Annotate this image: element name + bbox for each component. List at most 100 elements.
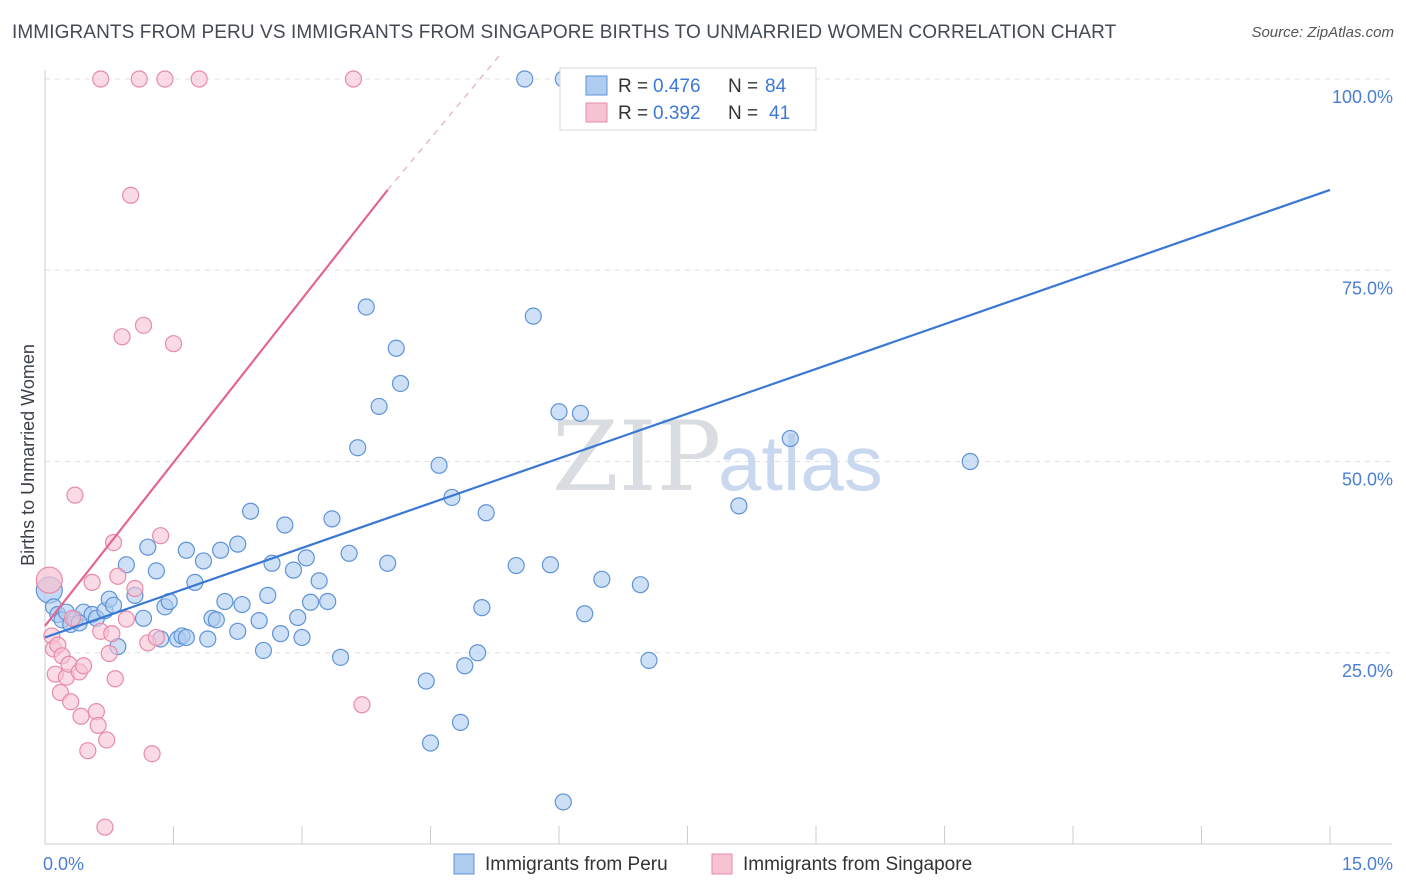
singapore-point-0: [35, 566, 63, 594]
singapore-point-31: [130, 70, 148, 88]
peru-point-80: [229, 622, 247, 640]
legend-singapore-n-value: 41: [769, 103, 790, 124]
peru-point-37: [259, 586, 277, 604]
peru-point-30: [212, 541, 230, 559]
singapore-point-39: [190, 70, 208, 88]
peru-point-78: [421, 734, 440, 752]
series-singapore-points: [35, 70, 371, 836]
singapore-point-14: [74, 657, 93, 675]
peru-point-81: [177, 628, 195, 647]
peru-point-36: [254, 641, 273, 660]
peru-point-79: [554, 793, 572, 811]
singapore-point-13: [72, 707, 90, 725]
singapore-point-23: [103, 625, 121, 643]
peru-point-48: [331, 648, 350, 666]
peru-point-35: [250, 612, 268, 630]
peru-point-54: [387, 339, 405, 357]
peru-point-52: [370, 397, 388, 416]
bottom-legend-swatch-singapore: [711, 853, 733, 875]
legend-peru-r-value: 0.476: [653, 76, 701, 97]
singapore-point-28: [117, 610, 135, 628]
peru-point-61: [469, 644, 487, 662]
legend-swatch-singapore: [585, 102, 608, 123]
peru-point-62: [473, 599, 491, 617]
legend-singapore-r-value: 0.392: [653, 103, 701, 124]
peru-point-57: [430, 456, 448, 474]
peru-point-70: [571, 404, 590, 422]
legend-peru-n-label: N =: [728, 76, 758, 97]
peru-point-16: [134, 609, 153, 627]
peru-point-39: [271, 625, 290, 643]
peru-point-29: [207, 611, 225, 629]
trend-line-singapore: [44, 189, 389, 627]
y-axis-label: Births to Unmarried Women: [18, 344, 38, 566]
chart-source: Source: ZipAtlas.com: [1251, 24, 1394, 41]
peru-point-73: [631, 576, 649, 594]
peru-point-82: [293, 628, 311, 647]
singapore-point-42: [92, 70, 110, 88]
peru-point-42: [289, 608, 307, 627]
peru-point-50: [349, 439, 367, 457]
peru-point-49: [340, 544, 358, 562]
peru-point-75: [730, 497, 748, 515]
peru-point-59: [451, 713, 470, 731]
singapore-point-34: [143, 745, 161, 763]
peru-point-71: [576, 605, 594, 623]
singapore-point-18: [89, 716, 107, 735]
singapore-point-10: [63, 609, 82, 627]
peru-point-14: [117, 556, 135, 574]
peru-point-41: [284, 561, 303, 579]
singapore-point-21: [98, 731, 116, 749]
peru-point-65: [516, 70, 534, 88]
bottom-legend-label-singapore: Immigrants from Singapore: [743, 854, 972, 875]
bottom-legend-label-peru: Immigrants from Peru: [485, 854, 668, 875]
singapore-point-37: [152, 527, 170, 545]
legend-singapore-n-label: N =: [728, 103, 758, 124]
singapore-point-41: [353, 696, 371, 714]
singapore-point-40: [344, 70, 362, 88]
legend-peru-r-label: R =: [618, 76, 648, 97]
peru-point-26: [194, 552, 213, 570]
peru-point-56: [417, 672, 435, 690]
bottom-legend-swatch-peru: [453, 853, 475, 875]
peru-point-24: [177, 541, 195, 559]
singapore-point-30: [126, 579, 144, 598]
y-tick-label-2: 75.0%: [1342, 278, 1393, 298]
peru-point-63: [477, 504, 495, 522]
singapore-point-24: [104, 533, 123, 552]
peru-point-60: [456, 657, 474, 675]
legend-peru-n-value: 84: [765, 76, 787, 97]
watermark-atlas: atlas: [718, 419, 883, 507]
singapore-point-25: [106, 670, 124, 688]
singapore-point-32: [134, 316, 153, 334]
trend-line-singapore-extension: [387, 55, 500, 191]
singapore-point-11: [66, 486, 84, 504]
singapore-point-35: [147, 628, 165, 647]
peru-point-53: [379, 554, 397, 572]
singapore-point-27: [113, 328, 131, 346]
singapore-point-9: [62, 693, 80, 711]
peru-point-31: [216, 592, 234, 611]
peru-point-46: [319, 592, 337, 611]
legend-swatch-peru: [585, 75, 608, 96]
singapore-point-36: [156, 70, 174, 88]
peru-point-66: [524, 307, 542, 325]
legend-singapore-r-label: R =: [618, 103, 648, 124]
singapore-point-29: [122, 186, 140, 204]
peru-point-74: [640, 651, 658, 670]
peru-point-32: [229, 535, 247, 553]
singapore-point-26: [109, 567, 127, 585]
y-ticks: 25.0% 50.0% 75.0% 100.0%: [1332, 87, 1393, 681]
singapore-point-16: [83, 573, 101, 591]
axes: [44, 70, 1392, 845]
peru-point-45: [310, 572, 328, 590]
peru-point-43: [297, 549, 315, 567]
peru-point-27: [199, 630, 217, 648]
stats-legend: R = 0.476 N = 84 R = 0.392 N = 41: [559, 67, 817, 131]
peru-point-34: [242, 502, 260, 520]
y-tick-label-3: 100.0%: [1332, 87, 1393, 107]
peru-point-68: [550, 403, 568, 421]
trend-line-peru: [44, 188, 1331, 639]
singapore-point-38: [164, 335, 183, 353]
